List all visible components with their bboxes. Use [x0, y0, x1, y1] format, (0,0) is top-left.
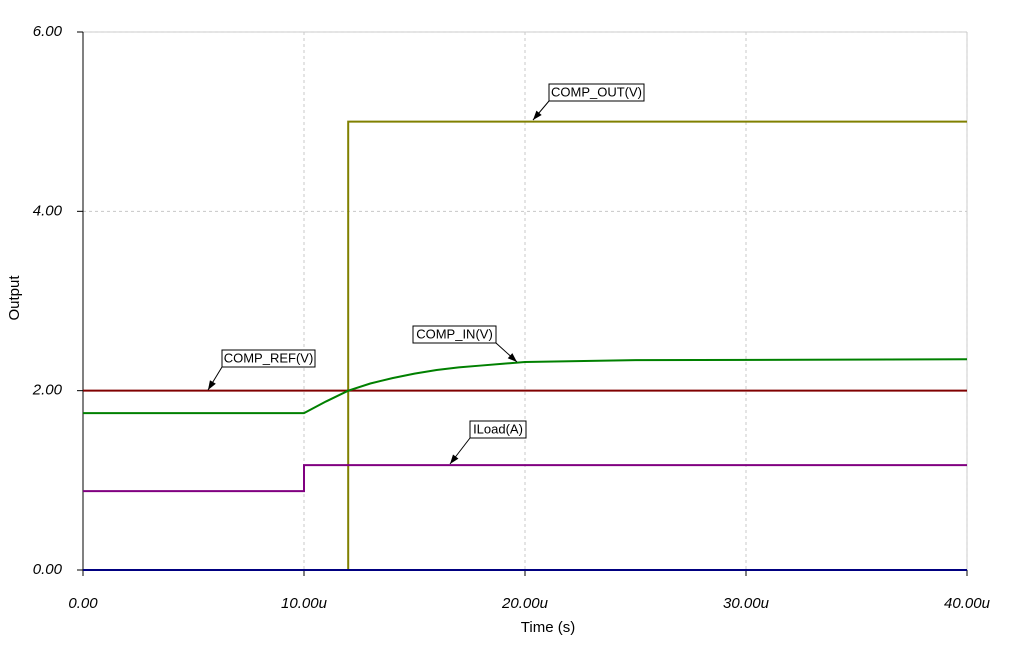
y-tick-label: 6.00 [33, 23, 63, 40]
callout-arrow [208, 380, 216, 390]
callout-box [469, 420, 527, 439]
x-tick-label: 30.00u [723, 595, 770, 612]
callout-arrow [507, 353, 517, 362]
callout-arrow [533, 110, 542, 120]
x-axis-label: Time (s) [521, 619, 575, 636]
y-tick-label: 0.00 [33, 561, 63, 578]
series-line [83, 358, 968, 415]
x-tick-label: 20.00u [501, 595, 549, 612]
callout-box [221, 349, 316, 368]
legend-label: COMP_IN(V) [416, 326, 493, 341]
callout-arrow [450, 454, 459, 464]
x-tick-label: 0.00 [68, 595, 98, 612]
legend-label: ILoad(A) [473, 421, 523, 436]
legend-label: COMP_REF(V) [224, 350, 314, 365]
callout-box [548, 83, 645, 102]
legend-label: COMP_OUT(V) [551, 84, 642, 99]
x-tick-label: 40.00u [944, 595, 991, 612]
callout-box [412, 325, 497, 344]
y-axis-label: Output [6, 275, 23, 321]
series-line [83, 464, 967, 493]
y-tick-label: 4.00 [33, 202, 63, 219]
x-tick-label: 10.00u [281, 595, 328, 612]
y-tick-label: 2.00 [32, 382, 63, 399]
